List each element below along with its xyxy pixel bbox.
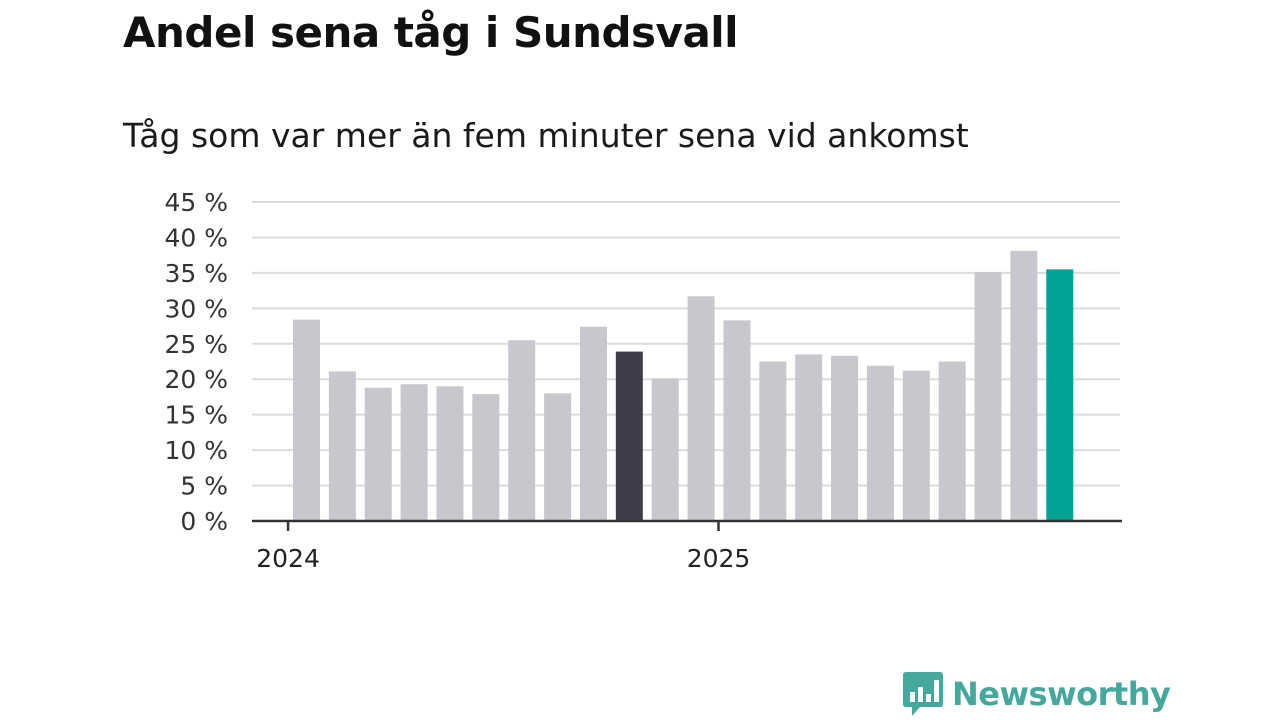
y-tick-label: 40 % xyxy=(164,223,228,252)
y-tick-label: 35 % xyxy=(164,259,228,288)
y-tick-label: 5 % xyxy=(180,472,228,501)
y-tick-label: 0 % xyxy=(180,507,228,536)
bar xyxy=(687,296,715,521)
bar xyxy=(472,394,500,521)
x-axis: 2024 2025 xyxy=(252,519,1122,573)
x-tick-label: 2024 xyxy=(256,544,320,573)
x-tick-label: 2025 xyxy=(687,544,751,573)
chart-title: Andel sena tåg i Sundsvall xyxy=(123,8,739,57)
bar xyxy=(579,326,607,521)
y-tick-label: 20 % xyxy=(164,365,228,394)
bar xyxy=(544,393,572,521)
bar xyxy=(400,384,428,521)
bar xyxy=(831,355,859,521)
bar xyxy=(723,320,751,521)
brand-name: Newsworthy xyxy=(952,675,1171,713)
bar xyxy=(436,386,464,521)
y-tick-label: 25 % xyxy=(164,330,228,359)
bar-latest xyxy=(1046,269,1074,521)
bar-chart: 0 % 5 % 10 % 15 % 20 % 25 % 30 % 35 % 40 % 45 % 2… xyxy=(164,188,1122,573)
bar xyxy=(328,371,356,521)
chart-subtitle: Tåg som var mer än fem minuter sena vid … xyxy=(123,116,969,155)
bar xyxy=(759,361,787,521)
bar xyxy=(795,354,823,521)
y-tick-label: 30 % xyxy=(164,294,228,323)
y-axis-ticks: 0 % 5 % 10 % 15 % 20 % 25 % 30 % 35 % 40 % 45 % xyxy=(164,188,228,536)
y-tick-label: 15 % xyxy=(164,401,228,430)
bar xyxy=(651,378,679,521)
bar xyxy=(508,340,536,521)
bar xyxy=(293,319,320,521)
bar xyxy=(866,365,894,521)
bars xyxy=(293,250,1074,521)
bar xyxy=(974,272,1002,521)
y-tick-label: 10 % xyxy=(164,436,228,465)
y-tick-label: 45 % xyxy=(164,188,228,217)
bar xyxy=(1010,250,1038,521)
bar xyxy=(938,361,966,521)
newsworthy-logo: Newsworthy xyxy=(902,670,1171,718)
bar xyxy=(902,370,930,521)
bar-highlight xyxy=(615,351,643,521)
bar xyxy=(364,387,392,521)
newsworthy-chart-icon xyxy=(903,672,943,716)
